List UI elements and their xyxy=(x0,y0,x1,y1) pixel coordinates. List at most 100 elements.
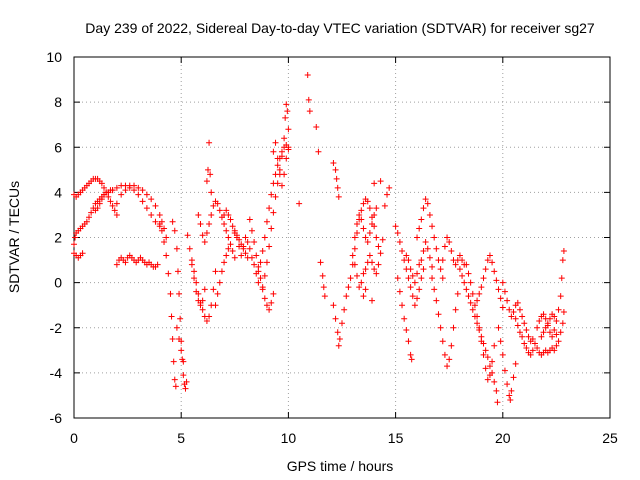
data-point xyxy=(207,171,214,178)
data-point xyxy=(156,211,163,218)
data-point xyxy=(471,302,478,309)
data-point xyxy=(172,383,179,390)
data-point xyxy=(394,275,401,282)
data-point xyxy=(201,239,208,246)
data-point xyxy=(551,313,558,320)
data-point xyxy=(109,202,116,209)
data-point xyxy=(246,216,253,223)
data-point xyxy=(171,227,178,234)
data-point xyxy=(360,225,367,232)
data-point xyxy=(218,268,225,275)
x-tick-label: 15 xyxy=(388,430,404,446)
data-point xyxy=(231,229,238,236)
data-point xyxy=(227,216,234,223)
data-point xyxy=(504,381,511,388)
data-point xyxy=(214,290,221,297)
data-point xyxy=(448,248,455,255)
data-point xyxy=(176,290,183,297)
data-point xyxy=(212,302,219,309)
data-point xyxy=(546,315,553,322)
data-point xyxy=(360,270,367,277)
data-point xyxy=(339,320,345,327)
data-point xyxy=(143,205,150,212)
data-point xyxy=(463,286,470,293)
data-point xyxy=(272,193,279,200)
data-point xyxy=(261,295,268,302)
data-point xyxy=(384,191,391,198)
data-point xyxy=(263,259,270,266)
data-point xyxy=(420,205,427,212)
data-point xyxy=(156,220,163,227)
data-point xyxy=(544,320,551,327)
data-point xyxy=(497,338,504,345)
data-point xyxy=(476,290,483,297)
data-point xyxy=(122,259,129,266)
data-point xyxy=(501,288,508,295)
data-point xyxy=(414,234,421,241)
data-point xyxy=(474,297,481,304)
data-point xyxy=(467,299,474,306)
data-point xyxy=(341,306,348,313)
data-point xyxy=(452,261,459,268)
data-point xyxy=(444,363,451,370)
data-point xyxy=(514,322,521,329)
data-point xyxy=(94,205,101,212)
y-tick-label: 6 xyxy=(54,139,62,155)
data-point xyxy=(285,144,292,151)
data-point xyxy=(152,218,159,225)
data-point xyxy=(546,329,553,336)
data-point xyxy=(373,205,380,212)
data-point xyxy=(377,250,384,257)
data-point xyxy=(296,200,303,207)
data-point xyxy=(534,324,541,331)
y-axis-label: SDTVAR / TECUs xyxy=(6,181,22,293)
data-point xyxy=(408,356,415,363)
data-point xyxy=(272,139,279,146)
data-point xyxy=(507,396,514,403)
data-point xyxy=(560,248,567,255)
data-point xyxy=(263,302,270,309)
data-point xyxy=(223,227,230,234)
data-point xyxy=(521,340,528,347)
y-tick-label: 8 xyxy=(54,94,62,110)
data-point xyxy=(465,293,472,300)
data-point xyxy=(257,259,264,266)
data-point xyxy=(201,286,208,293)
data-point xyxy=(206,220,213,227)
data-point xyxy=(278,182,285,189)
data-point xyxy=(439,257,446,264)
data-point xyxy=(334,184,341,191)
data-point xyxy=(459,272,466,279)
data-point xyxy=(199,232,206,239)
data-point xyxy=(107,198,114,205)
data-point xyxy=(401,315,408,322)
data-point xyxy=(559,320,566,327)
data-point xyxy=(238,252,245,259)
data-point xyxy=(553,331,560,338)
data-point xyxy=(558,275,565,282)
data-point xyxy=(555,306,562,313)
data-point xyxy=(242,250,249,257)
data-point xyxy=(529,347,536,354)
data-point xyxy=(263,218,270,225)
data-point xyxy=(529,336,536,343)
data-point xyxy=(246,245,253,252)
data-point xyxy=(482,266,489,273)
data-point xyxy=(86,214,93,221)
data-point xyxy=(439,275,446,282)
data-point xyxy=(278,153,285,160)
data-point xyxy=(332,166,339,173)
data-point xyxy=(193,288,200,295)
data-point xyxy=(139,198,146,205)
data-point xyxy=(79,250,86,257)
data-point xyxy=(270,290,277,297)
data-point xyxy=(557,293,564,300)
data-point xyxy=(424,245,431,252)
data-points xyxy=(71,72,567,406)
data-point xyxy=(240,243,247,250)
data-point xyxy=(386,184,393,191)
data-point xyxy=(405,275,412,282)
data-point xyxy=(540,329,547,336)
data-point xyxy=(416,286,423,293)
data-point xyxy=(216,207,223,214)
